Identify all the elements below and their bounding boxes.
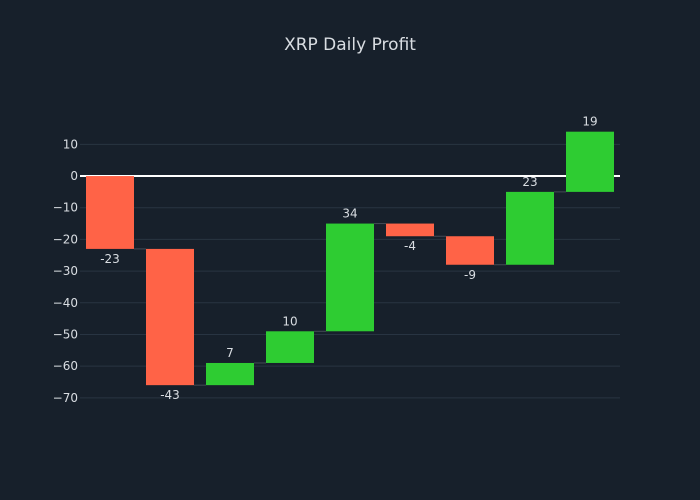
y-tick-label: −10: [53, 201, 78, 215]
waterfall-bar[interactable]: [446, 236, 494, 265]
bar-layer: [86, 131, 614, 386]
waterfall-bar[interactable]: [386, 223, 434, 237]
y-tick-label: 0: [70, 169, 78, 183]
value-label: -43: [160, 388, 180, 402]
value-label: 19: [582, 115, 597, 129]
value-label: -23: [100, 252, 120, 266]
value-label: 10: [282, 314, 297, 328]
value-label-layer: -23 -43 7 10 34 -4 -9 23 19: [100, 115, 597, 402]
waterfall-bar[interactable]: [566, 131, 614, 192]
y-tick-label: −50: [53, 327, 78, 341]
y-tick-label: −70: [53, 391, 78, 405]
y-tick-label: −30: [53, 264, 78, 278]
y-tick-label: 10: [63, 137, 78, 151]
waterfall-bar[interactable]: [326, 223, 374, 332]
waterfall-bar[interactable]: [506, 191, 554, 265]
y-tick-label: −20: [53, 232, 78, 246]
value-label: -4: [404, 239, 416, 253]
y-tick-label: −60: [53, 359, 78, 373]
waterfall-bar[interactable]: [206, 362, 254, 386]
waterfall-bar[interactable]: [266, 331, 314, 363]
chart-title: XRP Daily Profit: [284, 35, 416, 55]
waterfall-bar[interactable]: [146, 248, 194, 386]
connector-layer: [134, 191, 566, 386]
value-label: 7: [226, 346, 234, 360]
waterfall-bar[interactable]: [86, 176, 134, 249]
value-label: 34: [342, 207, 357, 221]
y-tick-label: −40: [53, 296, 78, 310]
y-axis: 10 0 −10 −20 −30 −40 −50 −60 −70: [53, 137, 78, 404]
value-label: -9: [464, 268, 476, 282]
value-label: 23: [522, 175, 537, 189]
